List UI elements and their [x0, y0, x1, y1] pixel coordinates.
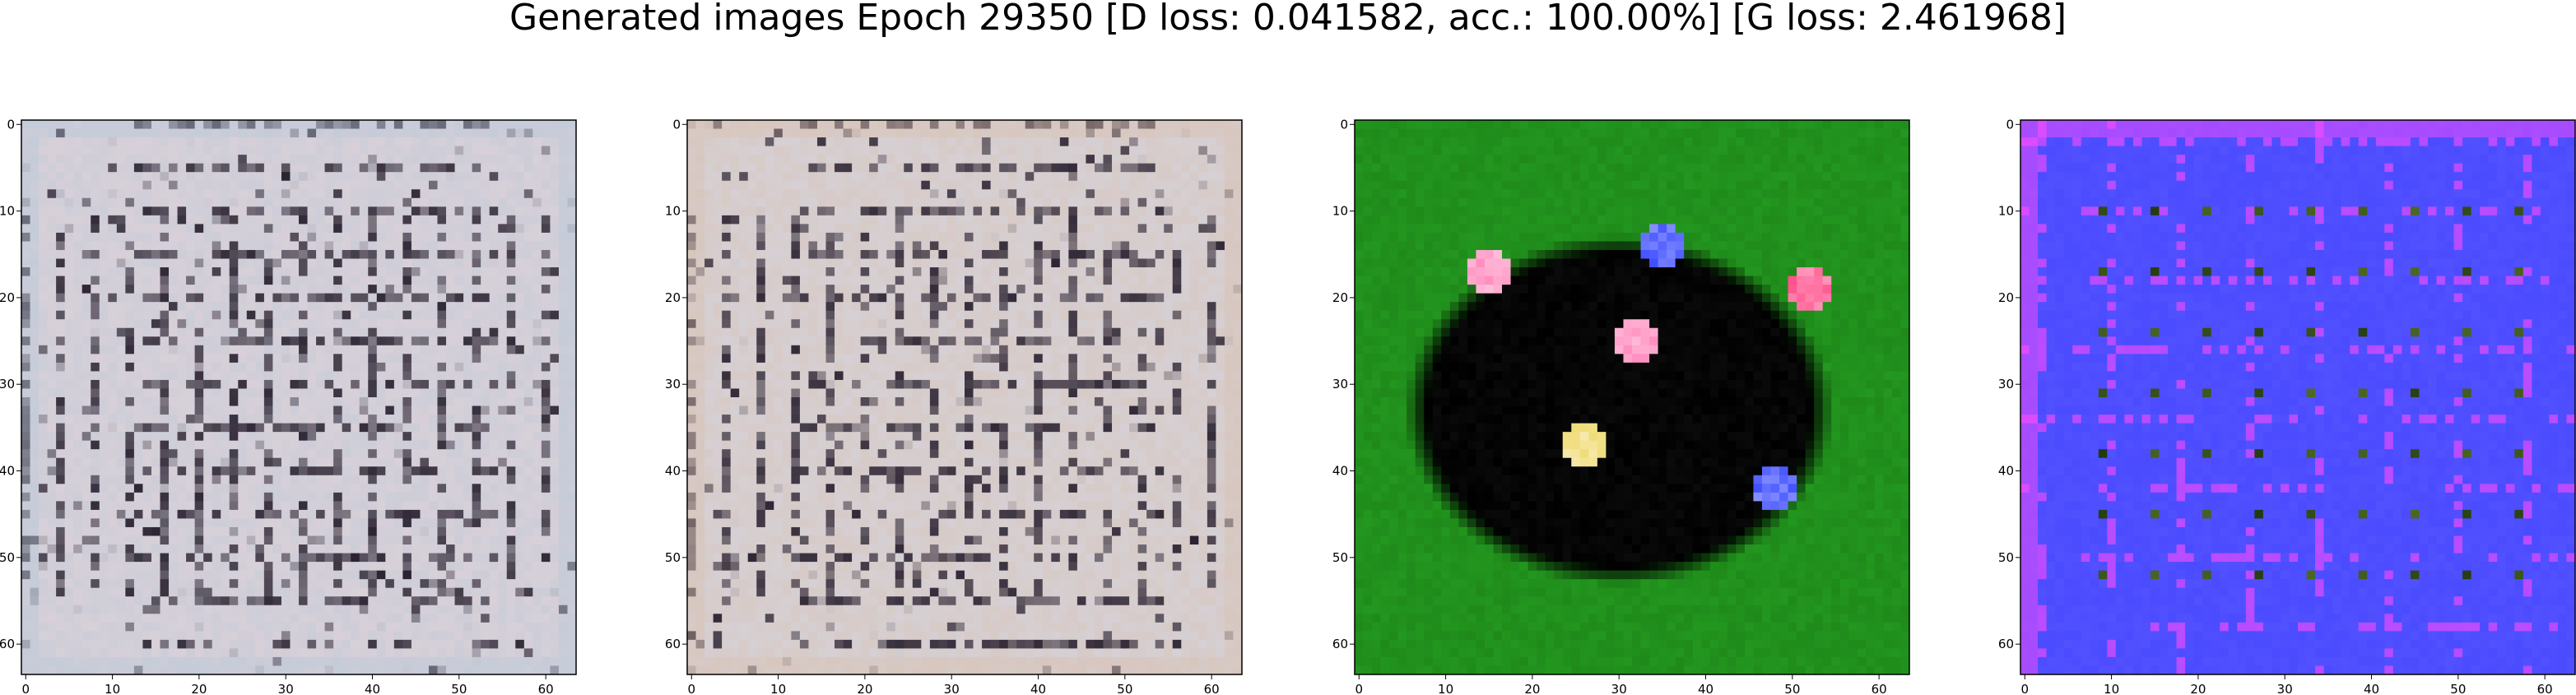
sample-2-frame: [686, 119, 1243, 675]
y-tick-label: 20: [1332, 290, 1348, 305]
y-tick-label: 0: [7, 117, 15, 132]
sample-3-image: [1355, 120, 1910, 675]
x-tick-label: 20: [857, 682, 872, 695]
y-tick-label: 60: [0, 637, 15, 651]
x-tick-label: 30: [1611, 682, 1627, 695]
sample-1-image: [21, 120, 577, 675]
y-tick-label: 50: [1332, 550, 1348, 565]
y-tick-label: 10: [1332, 204, 1348, 219]
x-tick-label: 20: [191, 682, 207, 695]
x-tick-label: 30: [2277, 682, 2293, 695]
sample-1-frame: [21, 119, 577, 675]
y-tick-label: 20: [665, 290, 681, 305]
y-tick-label: 30: [665, 377, 681, 392]
sample-1-panel: 0 10 20 30 40 50 60 0 10 20 30 40 50 60: [0, 117, 577, 695]
y-tick-label: 60: [1332, 637, 1348, 651]
x-tick-label: 60: [538, 682, 554, 695]
x-tick-label: 60: [2537, 682, 2553, 695]
y-tick-label: 20: [1998, 290, 2014, 305]
figure-title: Generated images Epoch 29350 [D loss: 0.…: [509, 0, 2067, 39]
y-tick-label: 0: [2006, 117, 2014, 132]
y-tick-label: 40: [1332, 464, 1348, 479]
sample-3-panel: 0 10 20 30 40 50 60 0 10 20 30 40 50 60: [1332, 117, 1910, 695]
y-tick-label: 30: [0, 377, 15, 392]
x-tick-label: 10: [2104, 682, 2119, 695]
sample-4-panel: 0 10 20 30 40 50 60 0 10 20 30 40 50 60: [1998, 117, 2576, 695]
y-tick-label: 40: [1998, 464, 2014, 479]
sample-4-frame: [2020, 119, 2576, 675]
x-tick-label: 0: [687, 682, 695, 695]
x-tick-label: 40: [2364, 682, 2379, 695]
x-tick-label: 20: [2190, 682, 2206, 695]
y-tick-label: 0: [1340, 117, 1348, 132]
y-tick-label: 60: [1998, 637, 2014, 651]
x-tick-label: 40: [365, 682, 380, 695]
x-tick-label: 50: [1117, 682, 1132, 695]
x-tick-label: 30: [944, 682, 960, 695]
x-tick-label: 40: [1030, 682, 1046, 695]
y-tick-label: 50: [665, 550, 681, 565]
y-tick-label: 30: [1998, 377, 2014, 392]
sample-3-frame: [1354, 119, 1910, 675]
sample-2-panel: 0 10 20 30 40 50 60 0 10 20 30 40 50 60: [665, 117, 1243, 695]
x-tick-label: 40: [1698, 682, 1713, 695]
y-tick-label: 40: [665, 464, 681, 479]
x-tick-label: 10: [1438, 682, 1453, 695]
y-tick-label: 30: [1332, 377, 1348, 392]
sample-4-image: [2020, 120, 2576, 675]
y-tick-label: 50: [1998, 550, 2014, 565]
y-tick-label: 40: [0, 464, 15, 479]
x-tick-label: 30: [278, 682, 294, 695]
y-tick-label: 20: [0, 290, 15, 305]
x-tick-label: 60: [1872, 682, 1887, 695]
x-tick-label: 50: [2450, 682, 2466, 695]
x-tick-label: 0: [21, 682, 30, 695]
x-tick-label: 50: [451, 682, 467, 695]
sample-2-image: [687, 120, 1243, 675]
x-tick-label: 10: [770, 682, 786, 695]
x-tick-label: 50: [1784, 682, 1800, 695]
y-tick-label: 10: [665, 204, 681, 219]
x-tick-label: 0: [1355, 682, 1363, 695]
y-tick-label: 10: [0, 204, 15, 219]
y-tick-label: 50: [0, 550, 15, 565]
y-tick-label: 60: [665, 637, 681, 651]
x-tick-label: 60: [1204, 682, 1220, 695]
x-tick-label: 0: [2020, 682, 2029, 695]
y-tick-label: 10: [1998, 204, 2014, 219]
x-tick-label: 20: [1524, 682, 1540, 695]
y-tick-label: 0: [672, 117, 681, 132]
x-tick-label: 10: [105, 682, 120, 695]
